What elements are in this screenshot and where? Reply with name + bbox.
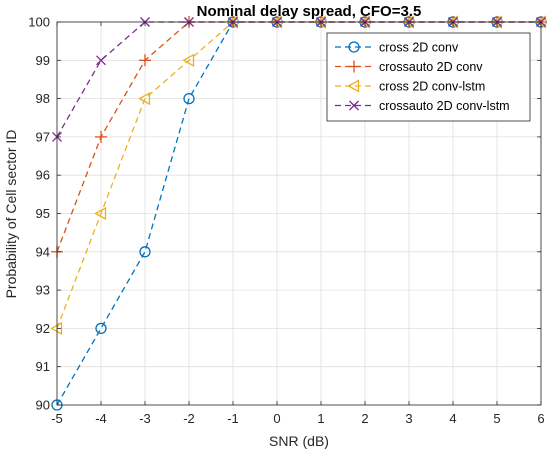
- legend: cross 2D conv crossauto 2D conv cross 2D c…: [326, 32, 531, 122]
- plus-marker: [348, 60, 360, 73]
- triangle-marker: [50, 321, 63, 335]
- plus-marker: [139, 54, 151, 67]
- triangle-marker: [534, 15, 547, 29]
- legend-item: crossauto 2D conv: [335, 60, 483, 74]
- y-tick-label: 93: [36, 283, 50, 298]
- y-tick-label: 92: [36, 321, 50, 336]
- circle-marker: [139, 246, 151, 258]
- x-tick-label: -3: [139, 411, 151, 426]
- y-tick-label: 98: [36, 91, 50, 106]
- x-marker: [349, 100, 359, 111]
- triangle-marker: [94, 206, 107, 221]
- y-tick-label: 90: [36, 398, 50, 413]
- y-tick-label: 100: [28, 15, 50, 30]
- x-tick-label: 1: [317, 411, 324, 426]
- x-tick-label: 2: [361, 411, 368, 426]
- circle-marker: [95, 322, 107, 335]
- y-tick-label: 96: [36, 168, 50, 183]
- x-tick-label: 4: [449, 411, 456, 426]
- chart-title: Nominal delay spread, CFO=3.5: [197, 3, 422, 20]
- triangle-marker: [182, 53, 195, 67]
- legend-label: cross 2D conv-lstm: [379, 80, 485, 94]
- y-tick-label: 99: [36, 53, 50, 68]
- legend-item: crossauto 2D conv-lstm: [335, 99, 510, 113]
- triangle-marker: [138, 92, 151, 106]
- circle-marker: [183, 92, 195, 105]
- y-tick-label: 91: [36, 359, 50, 374]
- x-tick-label: 3: [405, 411, 412, 426]
- y-axis-label: Probability of Cell sector ID: [3, 130, 19, 299]
- x-stroke: [349, 100, 359, 111]
- legend-label: crossauto 2D conv-lstm: [379, 99, 510, 113]
- y-tick-label: 97: [36, 129, 50, 144]
- x-tick-label: -4: [95, 411, 107, 426]
- ticks: -5 -4 -3 -2 -1 0 1 2 3 4 5 6 90 91 92 93 94 95 96 97 98 99 100: [28, 15, 544, 427]
- x-tick-label: 5: [493, 411, 500, 426]
- x-stroke: [96, 55, 106, 66]
- legend-item: cross 2D conv-lstm: [335, 79, 485, 94]
- y-tick-label: 95: [36, 206, 50, 221]
- x-tick-label: -2: [183, 411, 195, 426]
- x-tick-label: -5: [51, 411, 63, 426]
- legend-label: crossauto 2D conv: [379, 60, 483, 74]
- x-tick-label: 6: [537, 411, 544, 426]
- plus-marker: [95, 130, 107, 143]
- x-tick-label: 0: [273, 411, 280, 426]
- x-tick-label: -1: [227, 411, 239, 426]
- y-tick-label: 94: [36, 244, 50, 259]
- x-marker: [96, 55, 106, 66]
- circle-marker: [348, 41, 360, 53]
- legend-item: cross 2D conv: [335, 41, 459, 55]
- triangle-marker: [347, 79, 360, 93]
- legend-label: cross 2D conv: [379, 41, 459, 55]
- legend-box: [326, 32, 531, 122]
- x-axis-label: SNR (dB): [269, 433, 329, 449]
